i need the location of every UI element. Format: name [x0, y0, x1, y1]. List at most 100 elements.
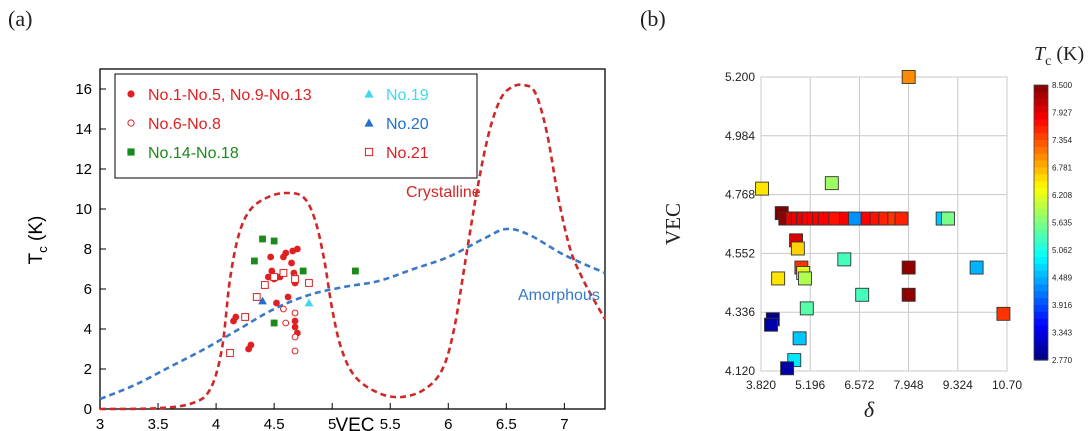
b-x-tick-label: 10.70	[992, 378, 1022, 392]
b-y-tick-label: 5.200	[725, 70, 755, 84]
colorbar-title: Tc (K)	[1034, 43, 1084, 69]
a-data-point	[291, 317, 299, 325]
b-data-point	[855, 287, 870, 302]
colorbar-band	[1034, 325, 1048, 334]
panel-a-label: (a)	[8, 6, 32, 31]
a-data-point	[259, 235, 266, 243]
a-data-point	[258, 296, 267, 305]
a-data-point	[288, 259, 295, 267]
colorbar-band	[1034, 174, 1048, 182]
b-data-point	[901, 260, 916, 275]
colorbar-band	[1034, 291, 1048, 299]
colorbar-tick-label: 8.500	[1052, 81, 1073, 90]
colorbar-band	[1034, 332, 1048, 340]
colorbar-band	[1034, 215, 1048, 224]
legend-label: No.6-No.8	[148, 116, 221, 133]
colorbar: Tc (K) 8.500 7.927 7.354 6.781 6.208 5.635 5.0…	[1033, 43, 1084, 365]
colorbar-band	[1034, 250, 1048, 258]
panel-a-x-axis-label: VEC	[335, 415, 374, 431]
panel-a-frame	[99, 68, 606, 410]
annotation-amorphous: Amorphous	[518, 287, 600, 304]
colorbar-band	[1034, 298, 1048, 306]
a-x-tick-label: 6	[444, 416, 452, 431]
legend-marker	[127, 90, 135, 98]
a-x-tick-label: 4.5	[264, 416, 285, 431]
colorbar-ticks: 8.500 7.927 7.354 6.781 6.208 5.635 5.062 4.489…	[1052, 81, 1073, 365]
legend-box	[114, 73, 478, 179]
colorbar-band	[1034, 105, 1048, 114]
a-data-point	[284, 293, 292, 301]
b-x-tick-label: 5.196	[795, 378, 825, 392]
legend-label: No.21	[386, 145, 429, 162]
a-data-point	[273, 299, 280, 307]
colorbar-band	[1034, 153, 1048, 162]
b-data-point	[771, 271, 786, 286]
panel-b-x-ticks: 3.820 5.196 6.572 7.948 9.324 10.70	[746, 378, 1022, 392]
colorbar-tick-label: 6.781	[1052, 164, 1073, 173]
colorbar-tick-label: 2.770	[1052, 356, 1073, 365]
colorbar-band	[1034, 236, 1048, 244]
a-data-point	[304, 298, 314, 307]
colorbar-band	[1034, 346, 1048, 354]
colorbar-band	[1034, 222, 1048, 230]
colorbar-band	[1034, 263, 1048, 272]
a-data-point	[267, 253, 275, 261]
b-x-tick-label: 6.572	[844, 378, 874, 392]
colorbar-band	[1034, 201, 1048, 210]
a-data-point	[291, 333, 299, 341]
colorbar-band	[1034, 284, 1048, 292]
colorbar-band	[1034, 208, 1048, 217]
b-data-point	[996, 306, 1011, 321]
colorbar-frame	[1033, 84, 1049, 361]
colorbar-band	[1034, 195, 1048, 203]
legend-label: No.14-No.18	[148, 145, 239, 162]
colorbar-band	[1034, 85, 1048, 93]
colorbar-band	[1034, 146, 1048, 155]
colorbar-band	[1034, 256, 1048, 265]
b-data-point	[799, 301, 814, 316]
colorbar-band	[1034, 270, 1048, 279]
b-y-tick-label: 4.984	[725, 129, 755, 143]
a-x-tick-label: 4	[212, 416, 220, 431]
colorbar-band	[1034, 119, 1048, 127]
a-data-point	[291, 275, 299, 283]
colorbar-band	[1034, 160, 1048, 169]
a-data-point	[270, 319, 278, 327]
a-data-point	[280, 305, 287, 313]
b-y-tick-label: 4.552	[725, 246, 755, 260]
colorbar-band	[1034, 126, 1048, 134]
panel-b-points	[755, 70, 1011, 376]
a-x-tick-label: 5.5	[380, 416, 401, 431]
curve-crystalline	[99, 83, 607, 411]
b-data-point	[837, 252, 852, 267]
b-data-point	[780, 361, 795, 376]
a-y-tick-label: 12	[75, 161, 92, 178]
colorbar-tick-label: 6.208	[1052, 191, 1073, 200]
a-data-point	[268, 267, 276, 275]
a-data-point	[305, 279, 313, 287]
panel-a-curves	[99, 83, 607, 411]
b-x-tick-label: 3.820	[746, 378, 776, 392]
b-x-tick-label: 7.948	[894, 378, 924, 392]
b-data-point	[798, 271, 812, 286]
colorbar-band	[1034, 112, 1048, 120]
colorbar-tick-label: 5.635	[1052, 219, 1073, 228]
b-y-tick-label: 4.768	[725, 188, 755, 202]
legend-marker	[127, 148, 135, 156]
a-data-point	[241, 313, 250, 321]
b-data-point	[792, 331, 807, 346]
legend-marker	[364, 147, 374, 157]
a-data-point	[260, 281, 269, 289]
colorbar-band	[1034, 277, 1048, 285]
a-y-tick-label: 14	[75, 121, 92, 138]
b-data-point	[764, 317, 778, 332]
colorbar-tick-label: 4.489	[1052, 274, 1073, 283]
b-data-point	[790, 241, 805, 256]
a-data-point	[226, 349, 234, 357]
colorbar-band	[1034, 353, 1048, 361]
colorbar-band	[1034, 318, 1048, 327]
b-data-point	[941, 211, 955, 226]
panel-a-plot: 3 3.5 4 4.5 5 5.5 6 6.5 7 0 2 4 6 8 10 12 14 16 No.1-No.…	[26, 68, 607, 431]
a-y-tick-label: 2	[84, 361, 92, 378]
